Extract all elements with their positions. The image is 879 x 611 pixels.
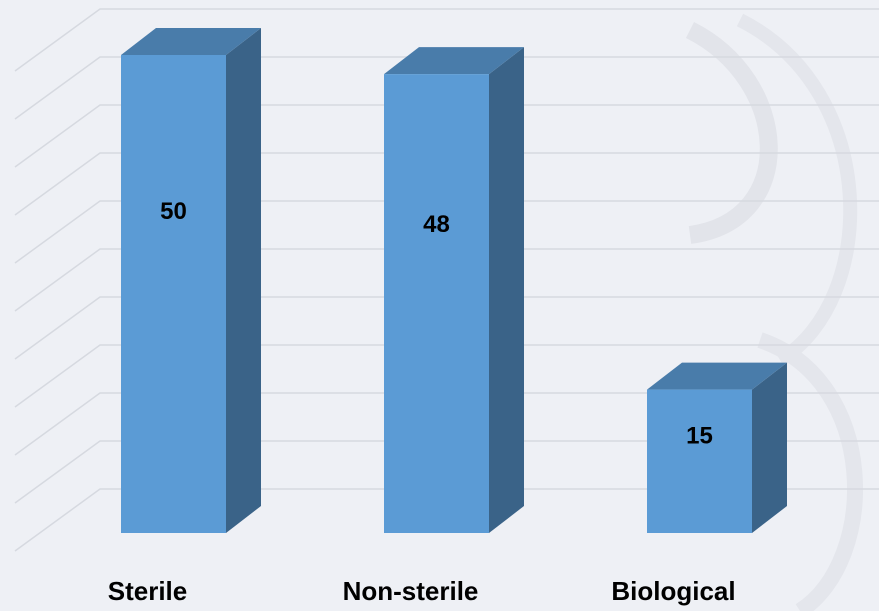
grid-line <box>14 56 879 120</box>
x-tick-label: Biological <box>611 576 735 606</box>
grid-line <box>14 248 879 312</box>
decoration <box>757 332 864 611</box>
grid-line <box>14 296 879 360</box>
value-label: 48 <box>423 211 450 238</box>
decoration <box>685 21 778 244</box>
grid-line <box>14 8 879 72</box>
value-label: 50 <box>160 198 187 225</box>
bar <box>121 55 226 533</box>
bar-top <box>384 47 524 75</box>
grid-line <box>14 104 879 168</box>
grid-line <box>14 440 879 504</box>
bar <box>647 389 752 533</box>
value-label: 15 <box>686 422 713 449</box>
grid-line <box>14 152 879 216</box>
bar-side <box>226 28 261 533</box>
grid-line <box>14 344 879 408</box>
bar-top <box>647 362 787 390</box>
bar <box>384 74 489 534</box>
bar-side <box>489 47 524 534</box>
bars: 50 Sterile 48 Non-sterile 15 Biological <box>108 28 787 606</box>
grid <box>14 8 879 552</box>
decoration <box>736 13 858 366</box>
grid-line <box>14 200 879 264</box>
x-tick-label: Sterile <box>108 576 188 606</box>
bar-side <box>752 362 787 533</box>
bar-top <box>121 28 261 55</box>
grid-line <box>14 392 879 456</box>
x-tick-label: Non-sterile <box>343 576 479 606</box>
grid-line <box>14 488 879 552</box>
